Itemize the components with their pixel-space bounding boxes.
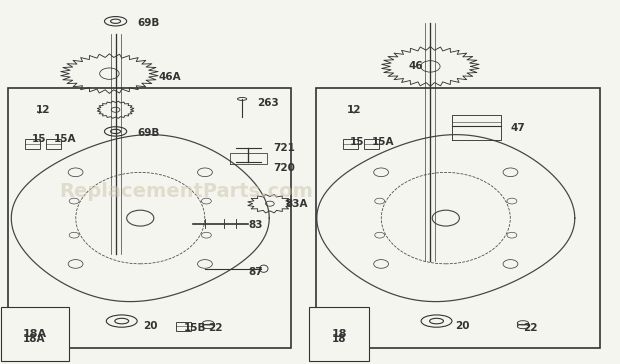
Text: 22: 22 [208, 323, 223, 333]
Text: 15: 15 [350, 137, 365, 147]
Text: 263: 263 [257, 98, 279, 107]
Text: 20: 20 [455, 321, 469, 332]
Text: 69B: 69B [137, 128, 159, 138]
Text: 720: 720 [273, 163, 295, 173]
Bar [7, 88, 291, 348]
Bar [25, 139, 40, 149]
Bar [316, 88, 600, 348]
Text: 18A: 18A [23, 334, 45, 344]
Text: 12: 12 [347, 105, 361, 115]
Text: 22: 22 [523, 323, 538, 333]
Text: 87: 87 [248, 267, 263, 277]
Text: 12: 12 [35, 105, 50, 115]
Text: 47: 47 [511, 123, 525, 133]
Bar [46, 139, 61, 149]
Text: 15A: 15A [54, 134, 76, 144]
Text: 15: 15 [32, 134, 46, 144]
Text: 15B: 15B [184, 323, 206, 333]
Text: 83: 83 [248, 220, 263, 230]
Bar [365, 139, 379, 149]
Text: 18: 18 [332, 334, 346, 344]
Text: 18A: 18A [23, 329, 47, 339]
Text: 721: 721 [273, 143, 295, 153]
Text: 46A: 46A [159, 72, 182, 82]
Bar [176, 322, 191, 331]
Text: 20: 20 [143, 321, 158, 332]
Text: 46: 46 [409, 62, 423, 71]
Text: 69B: 69B [137, 18, 159, 28]
Text: 18: 18 [332, 329, 347, 339]
Bar [343, 139, 358, 149]
Text: 83A: 83A [285, 199, 308, 209]
Text: 15A: 15A [372, 137, 394, 147]
Text: ReplacementParts.com: ReplacementParts.com [60, 182, 314, 201]
